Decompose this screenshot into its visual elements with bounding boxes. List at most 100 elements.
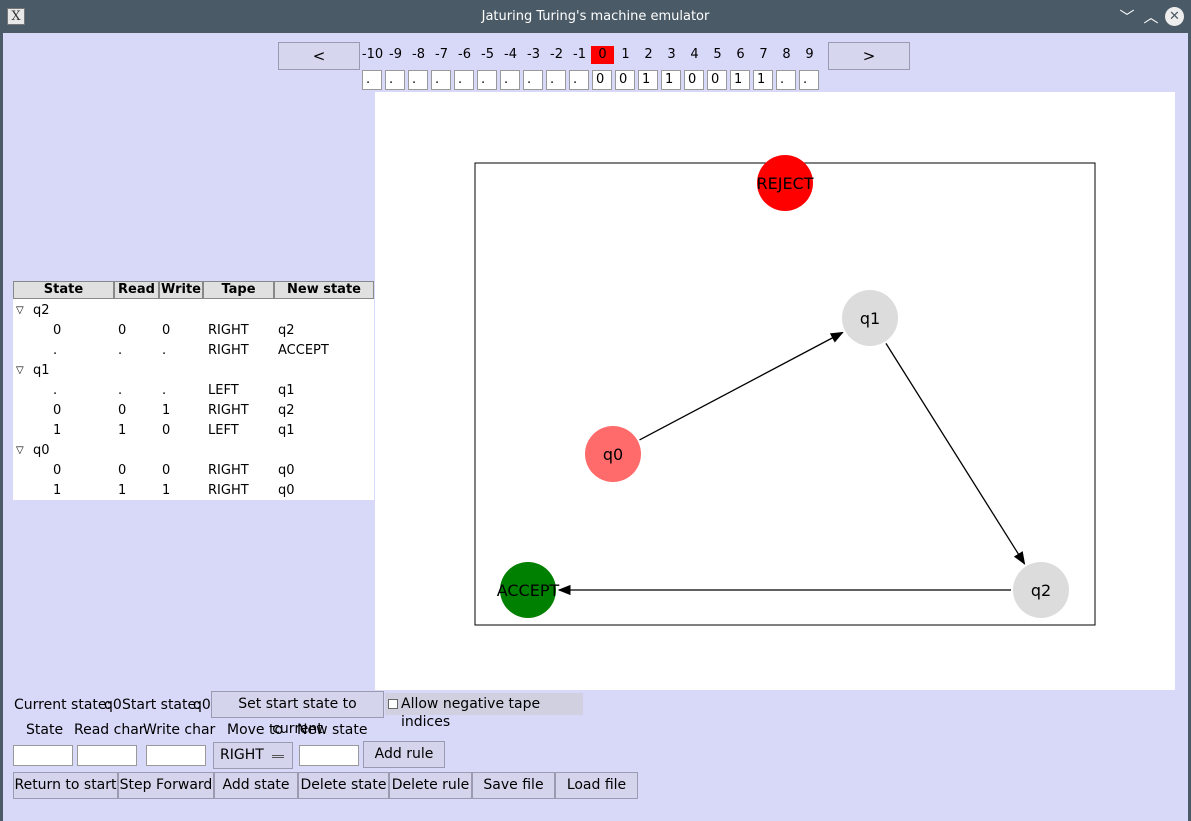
rule-row[interactable]: 1 1 0 LEFT q1 bbox=[13, 421, 374, 441]
rule-row[interactable]: 0 0 0 RIGHT q0 bbox=[13, 461, 374, 481]
rule-row[interactable]: 0 0 1 RIGHT q2 bbox=[13, 401, 374, 421]
tape-index-label: 5 bbox=[713, 47, 722, 62]
dropdown-icon bbox=[272, 755, 284, 758]
add-rule-button[interactable]: Add rule bbox=[363, 741, 445, 768]
rule-cell-tape: RIGHT bbox=[208, 483, 249, 498]
tape-index-label: 3 bbox=[667, 47, 676, 62]
column-header[interactable]: New state bbox=[274, 281, 374, 299]
step-forward-button[interactable]: Step Forward bbox=[118, 772, 214, 799]
tape-index-label: -10 bbox=[361, 47, 384, 62]
maximize-button[interactable]: ︿ bbox=[1143, 8, 1159, 26]
rule-row[interactable]: 1 1 1 RIGHT q0 bbox=[13, 481, 374, 501]
state-node-label: REJECT bbox=[757, 174, 814, 193]
save-file-button[interactable]: Save file bbox=[472, 772, 555, 799]
load-file-button[interactable]: Load file bbox=[555, 772, 638, 799]
column-header[interactable]: Read bbox=[114, 281, 159, 299]
state-node[interactable] bbox=[500, 562, 556, 618]
expand-toggle-icon[interactable]: ▽ bbox=[16, 305, 24, 316]
rule-new-state-input[interactable] bbox=[299, 745, 359, 766]
tape-index-label: -7 bbox=[435, 47, 448, 62]
rule-move-value: RIGHT bbox=[220, 747, 264, 763]
minimize-button[interactable]: ﹀ bbox=[1119, 8, 1135, 26]
rule-write-label: Write char bbox=[143, 722, 216, 738]
allow-negative-indices-toggle[interactable]: Allow negative tape indices bbox=[385, 693, 583, 730]
tape-next-button[interactable]: > bbox=[828, 42, 910, 70]
rule-cell-new-state: q2 bbox=[278, 323, 295, 338]
delete-state-button[interactable]: Delete state bbox=[298, 772, 389, 799]
state-group-row[interactable]: ▽ q0 bbox=[13, 441, 374, 461]
rule-cell-tape: LEFT bbox=[208, 423, 239, 438]
tape-cell[interactable]: . bbox=[431, 70, 451, 90]
tape-index-label: 0 bbox=[591, 46, 614, 64]
rule-cell-new-state: q0 bbox=[278, 463, 295, 478]
start-state-value: q0 bbox=[193, 697, 211, 713]
current-state-label: Current state: bbox=[14, 697, 112, 713]
tape-cell[interactable]: . bbox=[408, 70, 428, 90]
return-to-start-button[interactable]: Return to start bbox=[13, 772, 118, 799]
rule-cell-new-state: q1 bbox=[278, 423, 295, 438]
tape-cell[interactable]: . bbox=[523, 70, 543, 90]
state-group-row[interactable]: ▽ q1 bbox=[13, 361, 374, 381]
column-header[interactable]: Write bbox=[159, 281, 203, 299]
state-group-label: q0 bbox=[33, 443, 50, 458]
close-button[interactable]: ✕ bbox=[1165, 7, 1184, 26]
rule-read-input[interactable] bbox=[77, 745, 137, 766]
state-node-label: q0 bbox=[603, 445, 623, 464]
column-header[interactable]: Tape bbox=[203, 281, 274, 299]
tape-prev-button[interactable]: < bbox=[278, 42, 360, 70]
delete-rule-button[interactable]: Delete rule bbox=[389, 772, 472, 799]
tape-cell[interactable]: . bbox=[385, 70, 405, 90]
rule-move-select[interactable]: RIGHT bbox=[213, 742, 293, 769]
set-start-state-button[interactable]: Set start state to current bbox=[211, 691, 384, 737]
tape-cell[interactable]: 0 bbox=[684, 70, 704, 90]
expand-toggle-icon[interactable]: ▽ bbox=[16, 365, 24, 376]
tape-cell[interactable]: 0 bbox=[592, 70, 612, 90]
rule-cell-tape: RIGHT bbox=[208, 343, 249, 358]
tape-cell[interactable]: 1 bbox=[638, 70, 658, 90]
rule-state-input[interactable] bbox=[13, 745, 73, 766]
allow-negative-indices-label: Allow negative tape indices bbox=[401, 696, 541, 730]
tape-cell[interactable]: . bbox=[362, 70, 382, 90]
rule-row[interactable]: ... RIGHT ACCEPT bbox=[13, 341, 374, 361]
tape-cell[interactable]: 0 bbox=[707, 70, 727, 90]
tape-index-label: -5 bbox=[481, 47, 494, 62]
tape-cell[interactable]: . bbox=[799, 70, 819, 90]
rule-cell-write: . bbox=[162, 383, 167, 398]
rule-row[interactable]: ... LEFT q1 bbox=[13, 381, 374, 401]
tape-cell[interactable]: . bbox=[477, 70, 497, 90]
rule-cell-state: 1 bbox=[53, 423, 62, 438]
rules-table[interactable]: State Read Write Tape New state ▽ q2 0 0 0 RIGHT q2… bbox=[13, 281, 374, 500]
add-state-button[interactable]: Add state bbox=[214, 772, 298, 799]
tape-index-label: -9 bbox=[389, 47, 402, 62]
state-node[interactable] bbox=[757, 155, 813, 211]
rule-cell-read: 0 bbox=[118, 323, 127, 338]
tape-cell[interactable]: . bbox=[569, 70, 589, 90]
window-titlebar: X Jaturing Turing's machine emulator ﹀ ︿… bbox=[0, 0, 1191, 33]
x-app-icon: X bbox=[7, 8, 25, 25]
tape-cell[interactable]: . bbox=[454, 70, 474, 90]
window-border-right bbox=[1188, 33, 1191, 821]
graph-frame bbox=[474, 162, 1096, 626]
state-graph-panel: REJECT q1 q0 ACCEPT q2 bbox=[375, 92, 1175, 690]
rule-row[interactable]: 0 0 0 RIGHT q2 bbox=[13, 321, 374, 341]
expand-toggle-icon[interactable]: ▽ bbox=[16, 445, 24, 456]
allow-negative-indices-checkbox[interactable] bbox=[388, 699, 398, 709]
state-node[interactable] bbox=[585, 426, 641, 482]
tape-cell[interactable]: . bbox=[546, 70, 566, 90]
tape-cell[interactable]: . bbox=[776, 70, 796, 90]
rule-move-label: Move to bbox=[227, 722, 284, 738]
state-node[interactable] bbox=[842, 290, 898, 346]
state-group-row[interactable]: ▽ q2 bbox=[13, 301, 374, 321]
rule-cell-state: 1 bbox=[53, 483, 62, 498]
tape-cell[interactable]: 0 bbox=[615, 70, 635, 90]
state-node[interactable] bbox=[1013, 562, 1069, 618]
tape-cell[interactable]: 1 bbox=[753, 70, 773, 90]
tape-cell[interactable]: . bbox=[500, 70, 520, 90]
rule-state-label: State bbox=[26, 722, 64, 738]
column-header[interactable]: State bbox=[13, 281, 114, 299]
tape-cell[interactable]: 1 bbox=[661, 70, 681, 90]
rule-write-input[interactable] bbox=[146, 745, 206, 766]
transition-arrow bbox=[639, 331, 844, 441]
tape-cell[interactable]: 1 bbox=[730, 70, 750, 90]
tape-index-label: -2 bbox=[550, 47, 563, 62]
